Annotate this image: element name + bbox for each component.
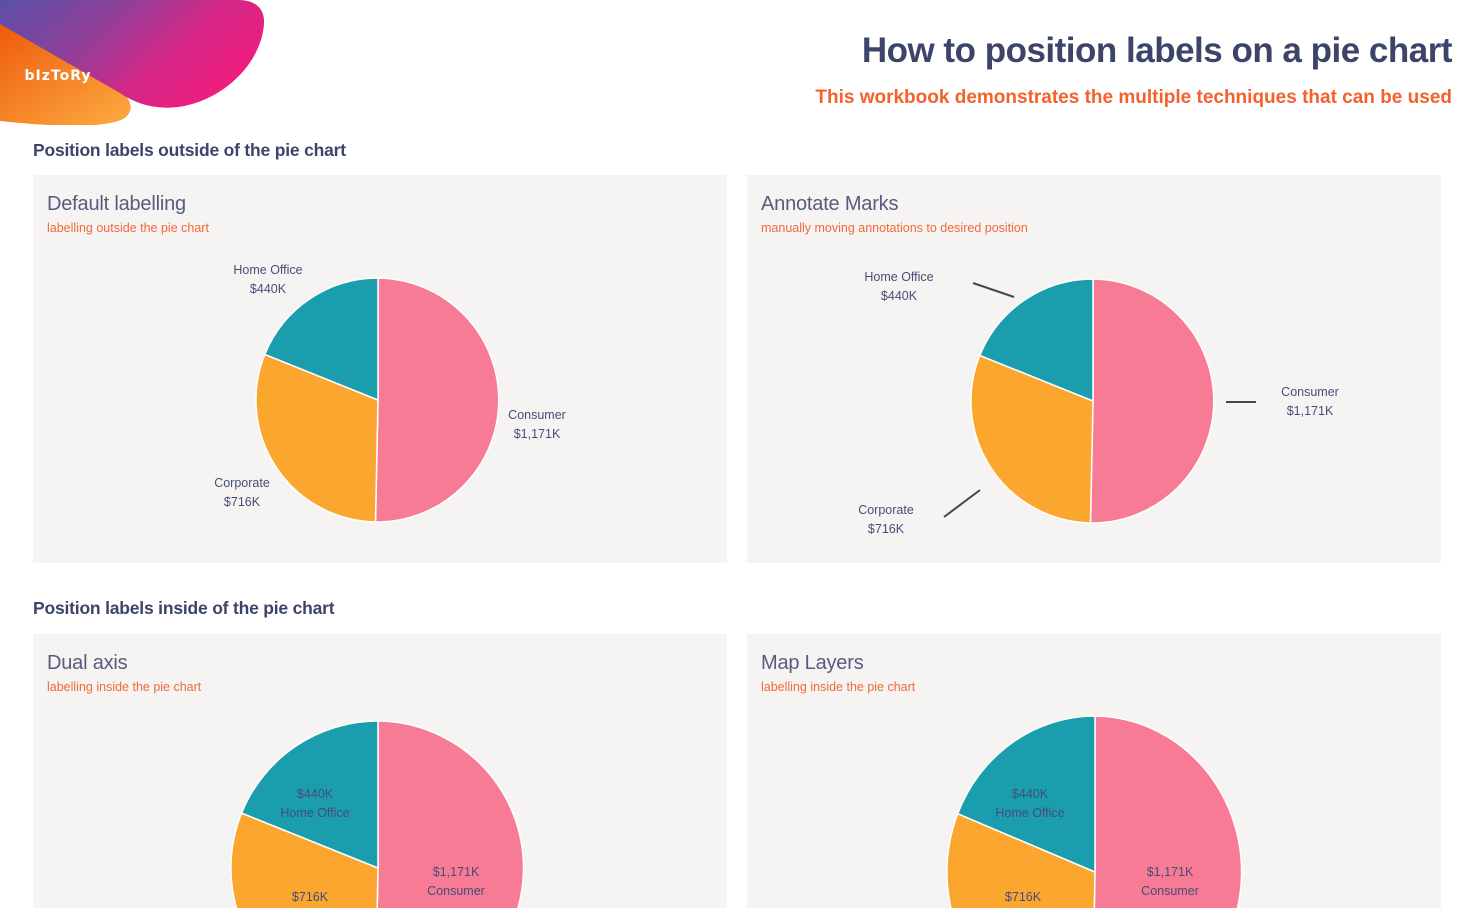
pie-label-line: $716K: [291, 890, 329, 904]
pie-label-line: Consumer: [427, 884, 485, 898]
pie-label-line: Corporate: [214, 476, 270, 490]
pie-label-line: Home Office: [233, 263, 303, 277]
panel-default-labelling: Default labelling labelling outside the …: [33, 175, 727, 563]
logo-blob-purple: [0, 0, 265, 108]
annotation-line-corporate: [943, 489, 981, 518]
panel-title: Default labelling: [47, 193, 186, 215]
pie-label-home-office: Home Office $440K: [233, 261, 302, 299]
pie-label-line: $440K: [880, 289, 918, 303]
pie-label-line: Home Office: [280, 806, 350, 820]
page-title: How to position labels on a pie chart: [861, 31, 1453, 70]
pie-label-consumer: $1,171K Consumer: [1141, 863, 1199, 901]
pie-slice-consumer[interactable]: [1092, 715, 1243, 908]
panel-map-layers: Map Layers labelling inside the pie char…: [747, 634, 1441, 908]
pie-label-corporate: $716KCorporate: [282, 888, 338, 908]
annotation-line-home-office: [972, 282, 1015, 298]
pie-slice-home-office[interactable]: [956, 715, 1096, 873]
pie-label-line: $716K: [867, 522, 905, 536]
pie-label-line: $440K: [296, 787, 334, 801]
panel-subtitle: labelling inside the pie chart: [761, 680, 916, 694]
pie-label-line: $440K: [249, 282, 287, 296]
pie-label-line: $1,171K: [513, 427, 561, 441]
biztory-logo: bIzToRy: [0, 0, 280, 125]
pie-chart: [943, 278, 1256, 524]
pie-label-line: $1,171K: [1286, 404, 1334, 418]
pie-chart: [255, 277, 500, 523]
row-inside: Dual axis labelling inside the pie chart…: [33, 634, 1441, 908]
panel-title: Dual axis: [47, 652, 128, 674]
section-heading-inside: Position labels inside of the pie chart: [33, 598, 335, 618]
panel-dual-axis: Dual axis labelling inside the pie chart…: [33, 634, 727, 908]
pie-slice-home-office[interactable]: [264, 277, 379, 401]
pie-slice-corporate[interactable]: [230, 812, 379, 908]
page-subtitle: This workbook demonstrates the multiple …: [815, 87, 1452, 108]
pie-slice-corporate[interactable]: [946, 812, 1096, 908]
pie-label-consumer: Consumer $1,171K: [1281, 383, 1339, 421]
pie-label-line: Home Office: [995, 806, 1065, 820]
pie-label-line: $716K: [223, 495, 261, 509]
pie-label-line: Consumer: [508, 408, 566, 422]
panel-subtitle: manually moving annotations to desired p…: [761, 221, 1028, 235]
pie-slice-home-office[interactable]: [979, 278, 1094, 402]
pie-label-line: Consumer: [1281, 385, 1339, 399]
pie-label-line: $716K: [1004, 890, 1042, 904]
pie-slice-home-office[interactable]: [240, 720, 379, 869]
pie-label-consumer: $1,171K Consumer: [427, 863, 485, 901]
pie-label-line: $1,171K: [432, 865, 480, 879]
panel-title: Annotate Marks: [761, 193, 899, 215]
logo-blobs: [0, 0, 265, 125]
pie-label-home-office: Home Office $440K: [864, 268, 933, 306]
pie-label-consumer: Consumer $1,171K: [508, 406, 566, 444]
pie-label-line: Home Office: [864, 270, 934, 284]
pie-slice-consumer[interactable]: [374, 277, 500, 523]
pie-slice-consumer[interactable]: [375, 720, 525, 908]
logo-wordmark: bIzToRy: [24, 68, 92, 84]
pie-label-home-office: $440K Home Office: [280, 785, 349, 823]
pie-label-line: $440K: [1011, 787, 1049, 801]
pie-label-line: Consumer: [1141, 884, 1199, 898]
pie-label-line: $1,171K: [1146, 865, 1194, 879]
pie-label-corporate: Corporate $716K: [858, 501, 914, 539]
pie-label-corporate: $716KCorporate: [995, 888, 1051, 908]
panel-subtitle: labelling outside the pie chart: [47, 221, 209, 235]
panel-title: Map Layers: [761, 652, 864, 674]
pie-slice-consumer[interactable]: [1089, 278, 1215, 524]
pie-label-home-office: $440K Home Office: [995, 785, 1064, 823]
panel-annotate-marks: Annotate Marks manually moving annotatio…: [747, 175, 1441, 563]
pie-slice-corporate[interactable]: [255, 353, 379, 523]
pie-chart: [230, 720, 525, 908]
pie-chart: [946, 715, 1243, 908]
pie-label-corporate: Corporate $716K: [214, 474, 270, 512]
logo-blob-orange: [0, 22, 131, 125]
pie-label-line: Corporate: [858, 503, 914, 517]
header: How to position labels on a pie chart Th…: [815, 26, 1452, 110]
section-heading-outside: Position labels outside of the pie chart: [33, 140, 346, 160]
panel-subtitle: labelling inside the pie chart: [47, 680, 202, 694]
pie-slice-corporate[interactable]: [970, 354, 1094, 524]
row-outside: Default labelling labelling outside the …: [33, 175, 1441, 563]
